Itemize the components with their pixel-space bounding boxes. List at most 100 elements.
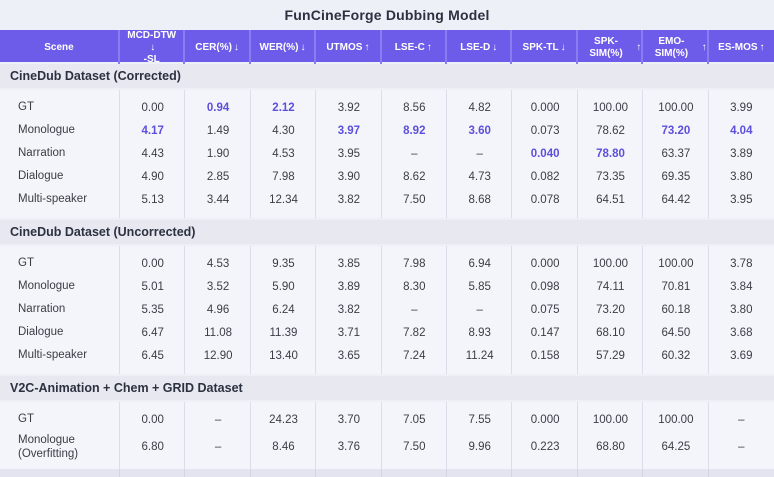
scene-label: Dialogue <box>18 326 64 339</box>
table-row: Multi-speaker 6.45 12.90 13.40 3.65 7.24 11.24… <box>0 344 774 367</box>
table-header-row: Scene MCD-DTW ↓ -SL CER(%) ↓ WER(%) ↓ UTMOS ↑ LSE-… <box>0 30 774 66</box>
sort-direction-down-icon: ↓ <box>233 42 239 53</box>
metric-value: 0.00 <box>141 257 164 270</box>
metric-value: 1.49 <box>206 124 230 137</box>
metric-value: 3.78 <box>730 257 753 270</box>
metric-value: 78.80 <box>596 147 625 160</box>
column-header-cer: CER(%) ↓ <box>185 30 251 66</box>
metric-value: 4.90 <box>141 170 164 183</box>
metric-value: 8.68 <box>468 193 491 206</box>
scene-label: Narration <box>18 147 66 160</box>
metric-value: 0.000 <box>530 413 560 426</box>
scene-label: Monologue (Overfitting) <box>18 434 79 461</box>
scene-label: Narration <box>18 303 66 316</box>
column-header-utmos: UTMOS ↑ <box>316 30 382 66</box>
metric-value: 4.43 <box>141 147 164 160</box>
metric-value: 0.147 <box>530 326 560 339</box>
metric-value: 4.17 <box>141 124 164 137</box>
metric-value: 60.32 <box>661 349 691 362</box>
metric-value: 57.29 <box>596 349 625 362</box>
metric-value: 3.44 <box>206 193 230 206</box>
metric-value: – <box>738 413 745 426</box>
metric-value: 74.11 <box>596 280 625 293</box>
metric-value: 78.62 <box>596 124 625 137</box>
table-row: Monologue 4.17 1.49 4.30 3.97 8.92 3.60 0.073 78… <box>0 119 774 142</box>
column-header-emo-sim: EMO-SIM(%) ↑ <box>643 30 709 66</box>
column-header-lse-c: LSE-C ↑ <box>382 30 447 66</box>
column-header-label: MCD-DTW ↓ <box>127 30 177 53</box>
column-header-mcd-dtw-sl: MCD-DTW ↓ -SL <box>120 30 186 66</box>
metric-value: 64.42 <box>661 193 691 206</box>
sort-direction-up-icon: ↑ <box>636 42 642 53</box>
table-row: Monologue 5.01 3.52 5.90 3.89 8.30 5.85 0.098 74… <box>0 275 774 298</box>
metric-value: 6.80 <box>141 441 164 454</box>
scene-label: Multi-speaker <box>18 193 88 206</box>
metric-value: 4.73 <box>468 170 491 183</box>
column-header-label: EMO-SIM(%) <box>654 36 689 59</box>
metric-value: 0.040 <box>530 147 560 160</box>
metric-value: 0.078 <box>530 193 560 206</box>
metric-value: 68.80 <box>596 441 625 454</box>
metric-value: 0.000 <box>530 101 560 114</box>
metric-value: 12.90 <box>203 349 233 362</box>
metric-value: 7.05 <box>403 413 426 426</box>
section-rows: GT 0.00 0.94 2.12 3.92 8.56 4.82 0.000 100.00 100… <box>0 90 774 218</box>
section-header-v2c-animation-chem-grid-dataset: V2C-Animation + Chem + GRID Dataset <box>0 376 774 400</box>
metric-value: 3.65 <box>337 349 361 362</box>
metric-value: 3.68 <box>730 326 753 339</box>
metric-value: 69.35 <box>661 170 691 183</box>
table-row: Dialogue 6.47 11.08 11.39 3.71 7.82 8.93 0.147 6… <box>0 321 774 344</box>
metric-value: 7.98 <box>272 170 295 183</box>
scene-label: GT <box>18 257 34 270</box>
column-header-label: LSE-C <box>394 42 425 53</box>
column-header-label: Scene <box>44 42 74 53</box>
metric-value: 64.50 <box>661 326 691 339</box>
metric-value: 7.55 <box>468 413 491 426</box>
metric-value: 4.30 <box>272 124 295 137</box>
metric-value: – <box>738 441 745 454</box>
metric-value: 3.76 <box>337 441 361 454</box>
sort-direction-down-icon: ↓ <box>150 42 156 53</box>
table-row: GT 0.00 0.94 2.12 3.92 8.56 4.82 0.000 100.00 100… <box>0 96 774 119</box>
metric-value: 100.00 <box>592 257 629 270</box>
column-header-label: SPK-SIM(%) <box>589 36 623 59</box>
table-body: CineDub Dataset (Corrected) GT 0.00 0.94 2.1… <box>0 62 774 477</box>
metric-value: 100.00 <box>658 413 694 426</box>
table-row: GT 0.00 – 24.23 3.70 7.05 7.55 0.000 100.00 100.0… <box>0 408 774 431</box>
metric-value: 0.075 <box>530 303 560 316</box>
metric-value: 100.00 <box>592 413 629 426</box>
sort-direction-down-icon: ↓ <box>300 42 306 53</box>
metric-value: 100.00 <box>658 101 694 114</box>
column-header-label: SPK-TL <box>522 42 559 53</box>
metric-value: 4.96 <box>206 303 230 316</box>
column-header-label: LSE-D <box>460 42 491 53</box>
metric-value: 100.00 <box>658 257 694 270</box>
column-header-spk-tl: SPK-TL ↓ <box>512 30 578 66</box>
metric-value: 73.20 <box>661 124 691 137</box>
table-row: Dialogue 4.90 2.85 7.98 3.90 8.62 4.73 0.082 73.… <box>0 165 774 188</box>
scene-label: Monologue <box>18 280 75 293</box>
metric-value: 7.50 <box>403 441 426 454</box>
metric-value: 3.71 <box>337 326 361 339</box>
column-header-scene: Scene <box>0 30 120 66</box>
column-header-wer: WER(%) ↓ <box>251 30 317 66</box>
metric-value: 0.073 <box>530 124 560 137</box>
column-header-lse-d: LSE-D ↓ <box>447 30 513 66</box>
metric-value: 0.223 <box>530 441 560 454</box>
metric-value: 3.90 <box>337 170 361 183</box>
metric-value: 63.37 <box>661 147 691 160</box>
metric-value: 0.082 <box>530 170 560 183</box>
metric-value: 0.94 <box>206 101 230 114</box>
section-header-cinedub-dataset-uncorrected: CineDub Dataset (Uncorrected) <box>0 220 774 244</box>
sort-direction-up-icon: ↑ <box>701 42 707 53</box>
metric-value: 8.46 <box>272 441 295 454</box>
metric-value: 3.60 <box>468 124 491 137</box>
metric-value: 4.53 <box>272 147 295 160</box>
metric-value: 0.000 <box>530 257 560 270</box>
metric-value: 3.80 <box>730 170 753 183</box>
column-header-label: CER(%) <box>195 42 232 53</box>
metric-value: 3.97 <box>337 124 361 137</box>
metric-value: 3.99 <box>730 101 753 114</box>
metric-value: 7.82 <box>403 326 426 339</box>
